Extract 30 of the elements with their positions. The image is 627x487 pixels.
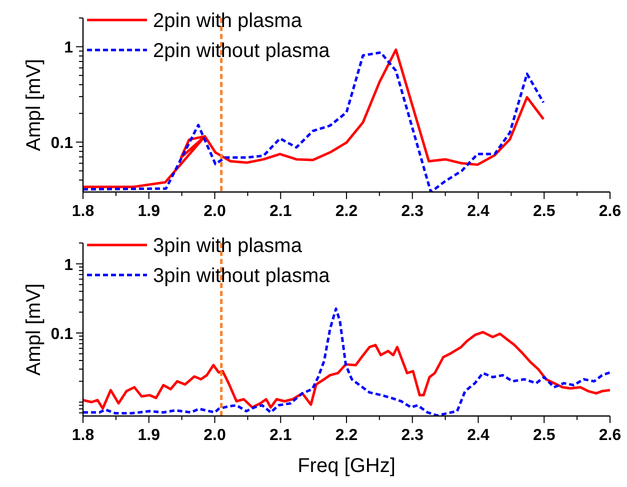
x-tick-label: 2.1	[270, 203, 292, 220]
x-tick-label: 2.3	[401, 427, 424, 444]
x-tick-label: 2.0	[204, 203, 226, 220]
x-tick-label: 2.5	[533, 427, 556, 444]
x-tick-label: 2.0	[204, 427, 226, 444]
x-tick-label: 1.8	[72, 427, 94, 444]
y-tick-label: 1	[64, 40, 74, 57]
line-series	[83, 330, 610, 410]
x-tick-label: 2.5	[533, 203, 556, 220]
x-tick-label: 2.6	[598, 203, 622, 220]
x-tick-label: 2.1	[270, 427, 292, 444]
x-tick-label: 2.3	[401, 203, 424, 220]
x-tick-label: 1.9	[138, 427, 160, 444]
legend-label: 3pin with plasma	[153, 235, 303, 257]
x-tick-label: 2.2	[335, 427, 358, 444]
x-axis-title: Freq [GHz]	[298, 455, 396, 477]
x-tick-label: 1.9	[138, 203, 160, 220]
x-tick-label: 2.6	[598, 427, 622, 444]
legend-label: 2pin with plasma	[153, 10, 303, 32]
x-tick-label: 2.4	[467, 203, 490, 220]
y-axis-title: Ampl [mV]	[23, 58, 45, 152]
legend-label: 3pin without plasma	[153, 265, 331, 287]
x-tick-label: 2.4	[467, 427, 490, 444]
y-tick-label: 0.1	[50, 135, 74, 152]
x-tick-label: 2.2	[335, 203, 358, 220]
x-tick-label: 1.8	[72, 203, 94, 220]
y-tick-label: 0.1	[50, 326, 74, 343]
legend-label: 2pin without plasma	[153, 40, 331, 62]
y-axis-title: Ampl [mV]	[23, 283, 45, 376]
y-tick-label: 1	[64, 256, 74, 274]
